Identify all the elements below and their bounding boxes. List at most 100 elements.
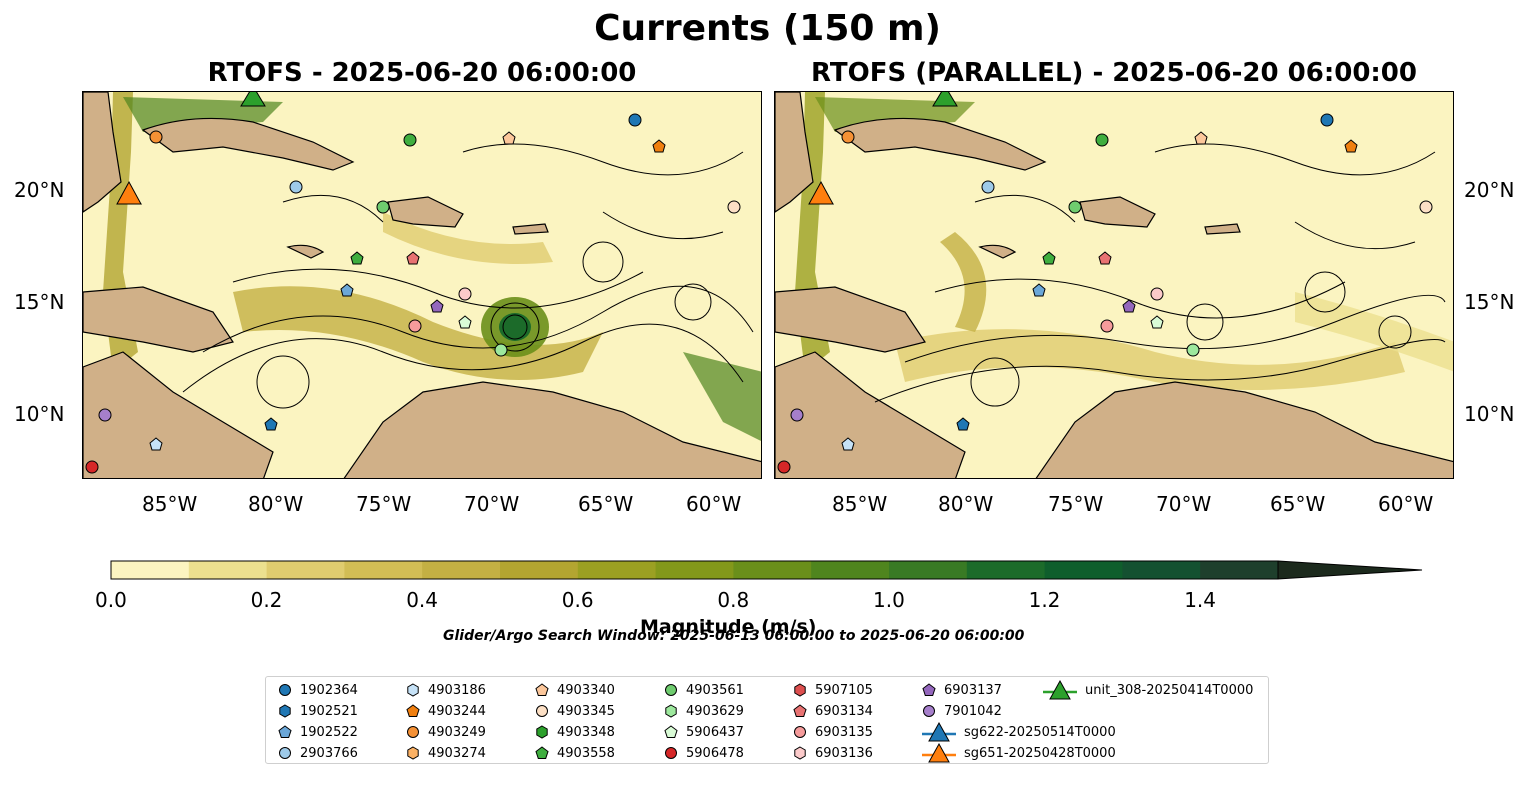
hexagon-marker-icon: [794, 746, 806, 760]
pentagon-marker-icon: [664, 725, 678, 738]
colorbar-cell: [733, 561, 812, 579]
legend-item: 4903345: [535, 701, 615, 721]
legend-item: 1902364: [278, 680, 358, 700]
legend-item-label: 5906478: [686, 745, 744, 761]
circle-marker-icon: [279, 684, 291, 696]
legend-item: 4903340: [535, 680, 615, 700]
legend-item-label: 4903348: [557, 724, 615, 740]
legend-item: 4903186: [406, 680, 486, 700]
legend-item: sg622-20250514T0000: [922, 722, 1116, 742]
legend-item: 4903244: [406, 701, 486, 721]
legend-item-label: 1902364: [300, 682, 358, 698]
lon-label-left-85w: 85°W: [142, 492, 198, 516]
colorbar-cell: [266, 561, 345, 579]
legend: 1902364 1902521 1902522 2903766 4903186 49032…: [265, 676, 1269, 764]
lat-label-left-10n: 10°N: [14, 402, 65, 426]
legend-item: sg651-20250428T0000: [922, 743, 1116, 763]
lon-label-right-60w: 60°W: [1378, 492, 1434, 516]
legend-item-label: 4903561: [686, 682, 744, 698]
legend-item: 4903348: [535, 722, 615, 742]
legend-item: 4903274: [406, 743, 486, 763]
circle-marker-icon: [665, 684, 677, 696]
legend-item-label: 4903249: [428, 724, 486, 740]
circle-marker-icon: [536, 705, 548, 717]
legend-item-label: 4903345: [557, 703, 615, 719]
pentagon-marker-icon: [922, 683, 936, 696]
lat-label-left-20n: 20°N: [14, 178, 65, 202]
pentagon-marker-icon: [406, 704, 420, 717]
colorbar-tick-label: 0.8: [717, 588, 750, 612]
lat-label-right-20n: 20°N: [1464, 178, 1515, 202]
legend-item: 6903134: [793, 701, 873, 721]
pentagon-marker-icon: [278, 725, 292, 738]
colorbar-cell: [1122, 561, 1201, 579]
lat-label-left-15n: 15°N: [14, 290, 65, 314]
legend-item: 1902522: [278, 722, 358, 742]
colorbar-tick-label: 0.0: [95, 588, 127, 612]
legend-item-label: 7901042: [944, 703, 1002, 719]
hexagon-marker-icon: [665, 704, 677, 718]
lon-label-right-80w: 80°W: [938, 492, 994, 516]
legend-item-label: 4903244: [428, 703, 486, 719]
colorbar-cell: [1044, 561, 1123, 579]
pentagon-marker-icon: [535, 683, 549, 696]
legend-item-label: unit_308-20250414T0000: [1085, 682, 1254, 698]
map-rtofs-parallel: [774, 91, 1454, 479]
legend-item-label: 4903186: [428, 682, 486, 698]
legend-item: 5906437: [664, 722, 744, 742]
legend-item-label: 4903558: [557, 745, 615, 761]
colorbar-tick-label: 1.4: [1184, 588, 1216, 612]
pentagon-marker-icon: [535, 746, 549, 759]
legend-item: 4903249: [406, 722, 486, 742]
legend-item-label: 6903135: [815, 724, 873, 740]
legend-item: 2903766: [278, 743, 358, 763]
lon-label-left-80w: 80°W: [248, 492, 304, 516]
triangle-marker-icon: [1043, 680, 1077, 700]
map-rtofs: [82, 91, 762, 479]
legend-item: 4903558: [535, 743, 615, 763]
colorbar-cell: [655, 561, 734, 579]
colorbar-cell: [889, 561, 968, 579]
legend-item-label: 6903134: [815, 703, 873, 719]
legend-item: 4903561: [664, 680, 744, 700]
lon-label-left-65w: 65°W: [578, 492, 634, 516]
lon-label-right-65w: 65°W: [1270, 492, 1326, 516]
legend-item-label: sg651-20250428T0000: [964, 745, 1116, 761]
figure-title: Currents (150 m): [594, 8, 941, 49]
triangle-marker-icon: [922, 743, 956, 763]
float-markers: [85, 92, 741, 474]
colorbar-cell: [422, 561, 501, 579]
colorbar-cell: [811, 561, 890, 579]
hexagon-marker-icon: [407, 746, 419, 760]
legend-item-label: 4903629: [686, 703, 744, 719]
circle-marker-icon: [923, 705, 935, 717]
lat-label-right-10n: 10°N: [1464, 402, 1515, 426]
circle-marker-icon: [665, 747, 677, 759]
float-markers: [777, 92, 1433, 474]
legend-item-label: 1902521: [300, 703, 358, 719]
colorbar-tick-label: 0.2: [250, 588, 283, 612]
legend-item-label: 1902522: [300, 724, 358, 740]
panel-title-rtofs: RTOFS - 2025-06-20 06:00:00: [207, 58, 637, 88]
legend-item-label: 4903340: [557, 682, 615, 698]
colorbar-tick-label: 1.2: [1028, 588, 1061, 612]
colorbar-cell: [111, 561, 190, 579]
hexagon-marker-icon: [536, 725, 548, 739]
lon-label-left-75w: 75°W: [356, 492, 412, 516]
triangle-marker-icon: [922, 722, 956, 742]
lon-label-right-85w: 85°W: [832, 492, 888, 516]
legend-item-label: sg622-20250514T0000: [964, 724, 1116, 740]
colorbar: [110, 560, 1423, 580]
legend-item: unit_308-20250414T0000: [1043, 680, 1253, 700]
land-mass: [775, 92, 1453, 478]
legend-item: 1902521: [278, 701, 358, 721]
hexagon-marker-icon: [794, 683, 806, 697]
panel-title-rtofs-parallel: RTOFS (PARALLEL) - 2025-06-20 06:00:00: [811, 58, 1417, 88]
colorbar-cell: [1200, 561, 1279, 579]
hexagon-marker-icon: [279, 704, 291, 718]
legend-item: 6903136: [793, 743, 873, 763]
lon-label-left-70w: 70°W: [464, 492, 520, 516]
legend-item-label: 4903274: [428, 745, 486, 761]
colorbar-cell: [344, 561, 423, 579]
circle-marker-icon: [407, 726, 419, 738]
